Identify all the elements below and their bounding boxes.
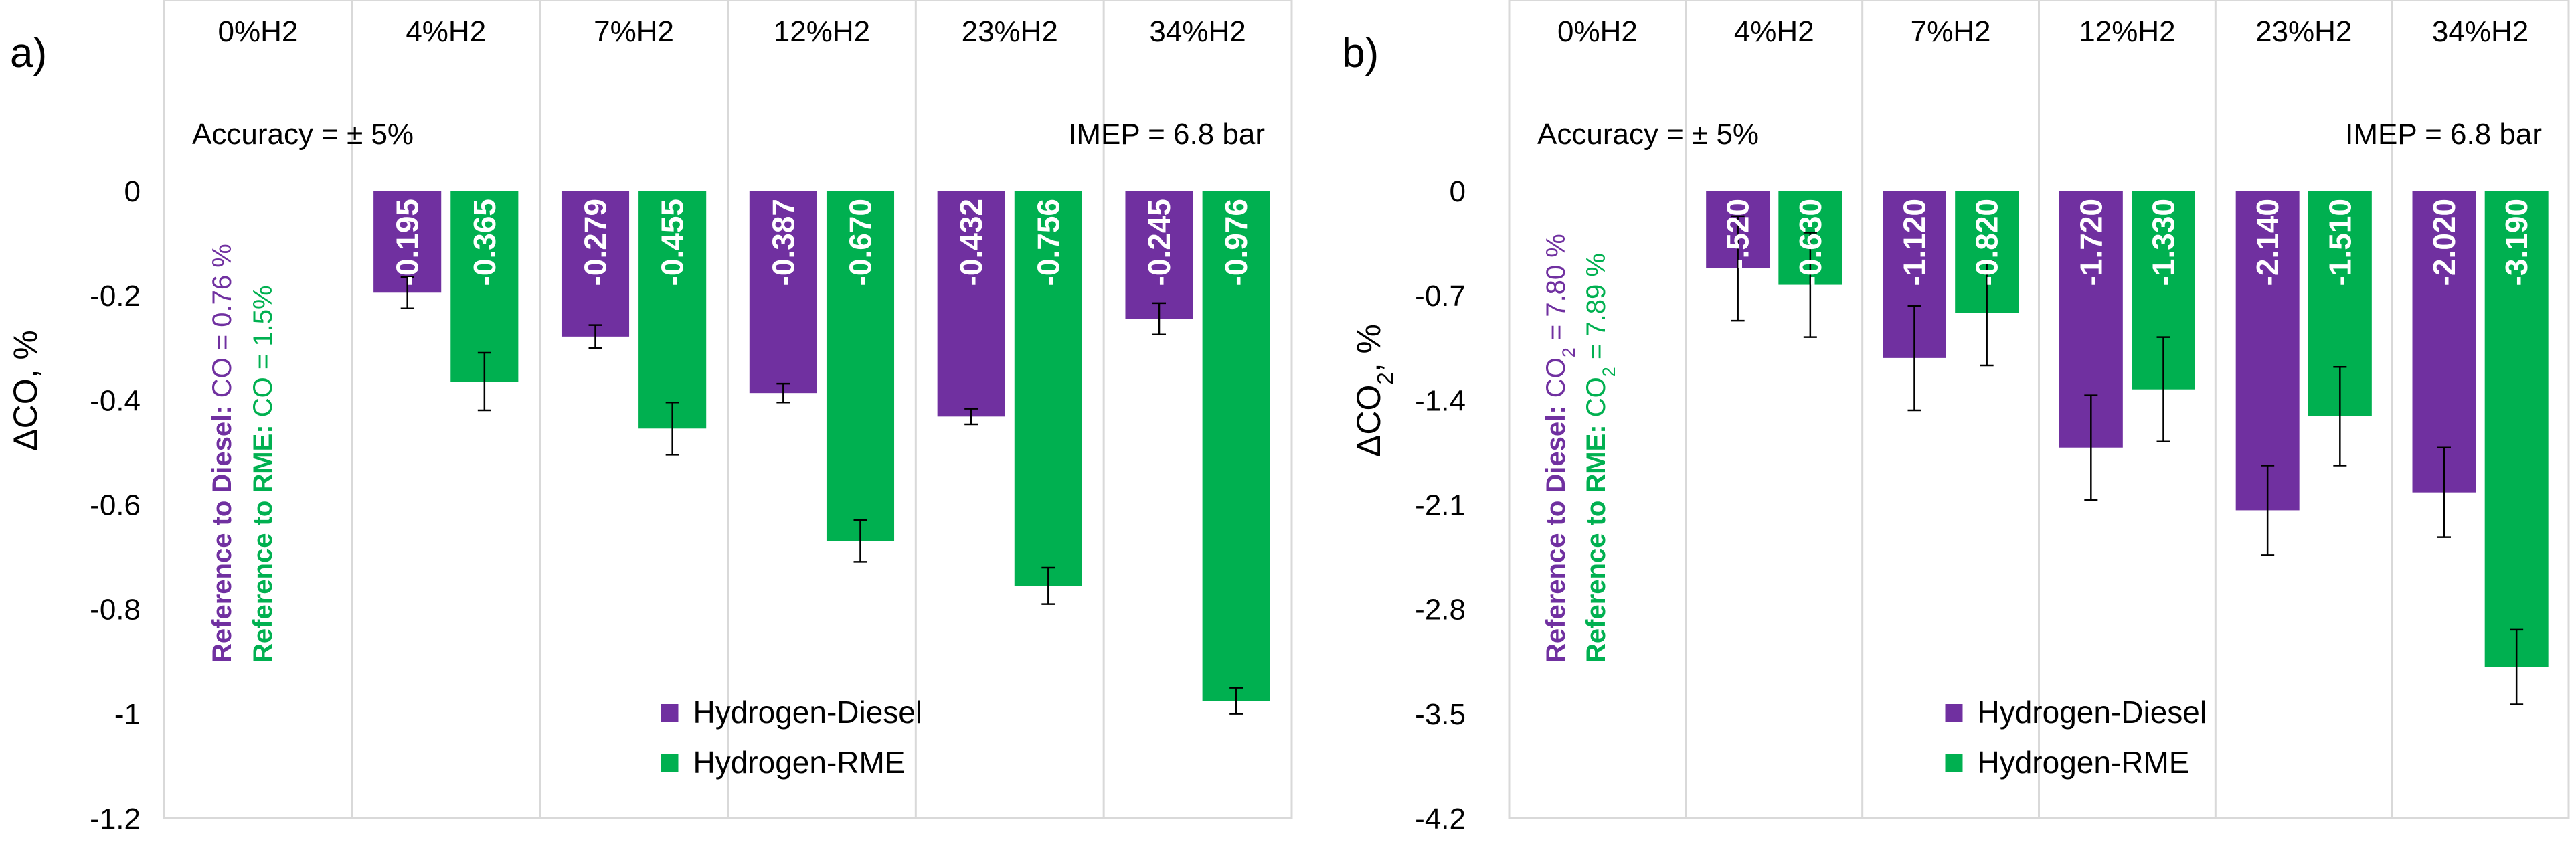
imep-note: IMEP = 6.8 bar	[2345, 118, 2542, 151]
panel-label: b)	[1342, 30, 1379, 76]
legend-swatch-diesel	[1945, 704, 1963, 722]
data-label: -0.455	[655, 199, 690, 286]
y-tick-label: -0.6	[90, 489, 141, 522]
bar-hydrogen-diesel	[373, 191, 442, 293]
legend-swatch-rme	[661, 754, 679, 772]
bar-hydrogen-rme	[1202, 191, 1270, 701]
category-label: 4%H2	[406, 15, 486, 48]
bar-hydrogen-diesel	[937, 191, 1005, 417]
data-label: -0.195	[390, 199, 425, 286]
legend-swatch-diesel	[661, 704, 679, 722]
y-tick-label: -1	[114, 698, 141, 731]
category-label: 4%H2	[1734, 15, 1814, 48]
y-tick-label: 0	[1450, 175, 1466, 208]
accuracy-note: Accuracy = ± 5%	[1537, 118, 1759, 151]
y-tick-label: -2.8	[1415, 594, 1466, 626]
reference-diesel-note: Reference to Diesel: CO2 = 7.80 %	[1541, 234, 1579, 663]
reference-diesel-note-prefix: Reference to Diesel:	[1541, 398, 1571, 663]
category-label: 23%H2	[2255, 15, 2352, 48]
bar-hydrogen-diesel	[2412, 191, 2476, 493]
legend-label-diesel: Hydrogen-Diesel	[1978, 695, 2207, 730]
bar-hydrogen-rme	[826, 191, 895, 541]
data-label: -.520	[1721, 199, 1755, 269]
data-label: -1.330	[2146, 199, 2181, 286]
data-label: -0.756	[1031, 199, 1065, 286]
y-tick-label: -3.5	[1415, 698, 1466, 731]
bar-hydrogen-rme	[2484, 191, 2549, 667]
bar-hydrogen-rme	[450, 191, 519, 382]
data-label: -0.432	[954, 199, 989, 286]
category-label: 34%H2	[1149, 15, 1246, 48]
legend-label-rme: Hydrogen-RME	[693, 745, 906, 780]
bar-hydrogen-diesel	[1125, 191, 1193, 319]
reference-rme-note: Reference to RME: CO2 = 7.89 %	[1581, 253, 1619, 663]
y-axis-label: ΔCO2, %	[1350, 324, 1397, 457]
y-tick-label: -0.8	[90, 594, 141, 626]
category-label: 7%H2	[1911, 15, 1991, 48]
accuracy-note: Accuracy = ± 5%	[192, 118, 414, 151]
reference-diesel-note-prefix: Reference to Diesel:	[207, 398, 237, 663]
category-label: 12%H2	[774, 15, 870, 48]
bar-hydrogen-rme	[1014, 191, 1082, 586]
data-label: -0.976	[1219, 199, 1254, 286]
data-label: -1.510	[2322, 199, 2357, 286]
legend-label-rme: Hydrogen-RME	[1978, 745, 2190, 780]
category-label: 23%H2	[962, 15, 1058, 48]
data-label: -0.387	[766, 199, 800, 286]
data-label: -0.279	[578, 199, 613, 286]
bar-hydrogen-diesel	[749, 191, 817, 394]
y-tick-label: -1.4	[1415, 384, 1466, 417]
data-label: -2.020	[2427, 199, 2462, 286]
data-label: -0.820	[1970, 199, 2004, 286]
y-tick-label: -2.1	[1415, 489, 1466, 522]
legend-swatch-rme	[1945, 754, 1963, 772]
y-tick-label: -0.2	[90, 280, 141, 313]
reference-rme-note-prefix: Reference to RME:	[248, 417, 278, 663]
y-tick-label: -0.7	[1415, 280, 1466, 313]
category-label: 0%H2	[218, 15, 298, 48]
data-label: -0.670	[843, 199, 877, 286]
data-label: -0.245	[1142, 199, 1177, 286]
data-label: -3.190	[2499, 199, 2534, 286]
y-axis-label: ΔCO, %	[7, 330, 44, 451]
chart-panel-b: b) 0%H2 4%H2 7%H2 12%H2 23%H2 34%H2 0 -0.7 -1.4 -2…	[1342, 0, 2570, 835]
data-label: -2.140	[2250, 199, 2285, 286]
category-label: 0%H2	[1557, 15, 1638, 48]
data-label: -1.720	[2073, 199, 2108, 286]
y-tick-label: 0	[124, 175, 141, 208]
category-label: 7%H2	[594, 15, 674, 48]
reference-diesel-note: Reference to Diesel: CO = 0.76 %	[207, 244, 237, 663]
legend-label-diesel: Hydrogen-Diesel	[693, 695, 923, 730]
imep-note: IMEP = 6.8 bar	[1068, 118, 1265, 151]
y-tick-label: -0.4	[90, 384, 141, 417]
bar-hydrogen-rme	[638, 191, 707, 429]
reference-rme-note-prefix: Reference to RME:	[1581, 417, 1611, 663]
bar-hydrogen-diesel	[2235, 191, 2300, 511]
reference-rme-note: Reference to RME: CO = 1.5%	[248, 285, 278, 663]
data-label: -1.120	[1897, 199, 1931, 286]
y-tick-label: -4.2	[1415, 803, 1466, 835]
bar-hydrogen-diesel	[561, 191, 630, 337]
category-label: 34%H2	[2432, 15, 2528, 48]
data-label: -0.365	[467, 199, 502, 286]
category-label: 12%H2	[2079, 15, 2175, 48]
y-tick-label: -1.2	[90, 803, 141, 835]
panel-label: a)	[10, 30, 47, 76]
data-label: -0.630	[1793, 199, 1828, 286]
chart-panel-a: a) 0%H2 4%H2 7%H2 12%H2 23%H2 34%H2 0 -0.2 -0.4 -0…	[7, 0, 1293, 835]
